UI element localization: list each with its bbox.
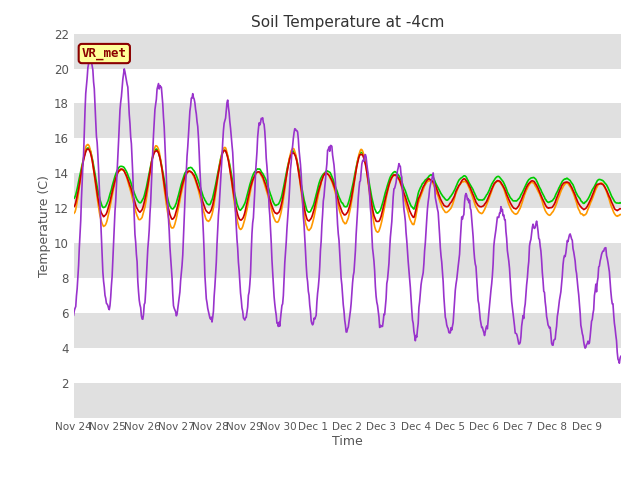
Text: VR_met: VR_met [82,47,127,60]
X-axis label: Time: Time [332,435,363,448]
Legend: Tair, Tsoil set 1, Tsoil set 2, Tsoil set 3: Tair, Tsoil set 1, Tsoil set 2, Tsoil se… [179,477,516,480]
Bar [74,69,621,103]
Y-axis label: Temperature (C): Temperature (C) [38,175,51,276]
Bar [74,348,621,383]
Title: Soil Temperature at -4cm: Soil Temperature at -4cm [250,15,444,30]
Bar [74,278,621,313]
Bar [74,138,621,173]
Bar [74,208,621,243]
